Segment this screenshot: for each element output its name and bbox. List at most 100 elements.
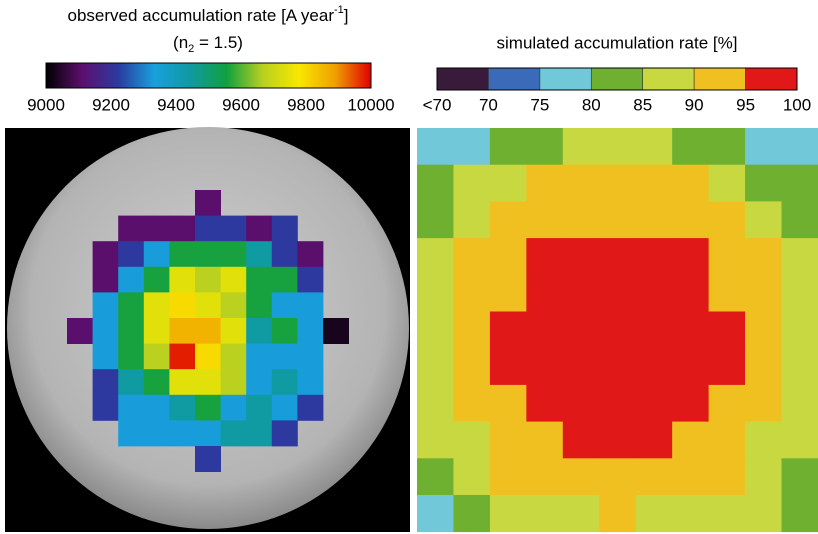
heatmap-cell <box>490 165 527 202</box>
colorbar-bin <box>437 68 488 90</box>
heatmap-cell <box>782 422 818 459</box>
heatmap-cell <box>672 238 709 275</box>
title-text: observed accumulation rate [A year <box>68 6 335 25</box>
heatmap-cell <box>672 128 709 165</box>
heatmap-cell <box>272 267 298 293</box>
heatmap-cell <box>490 422 527 459</box>
heatmap-cell <box>246 241 272 267</box>
heatmap-cell <box>636 165 673 202</box>
heatmap-cell <box>709 201 746 238</box>
heatmap-cell <box>526 128 563 165</box>
colorbar-tick-label: 80 <box>582 95 601 114</box>
colorbar <box>46 63 371 88</box>
heatmap-cell <box>672 385 709 422</box>
heatmap-cell <box>93 344 119 370</box>
heatmap-cell <box>636 238 673 275</box>
heatmap-cell <box>563 385 600 422</box>
heatmap-cell <box>526 385 563 422</box>
heatmap-cell <box>93 292 119 318</box>
heatmap-cell <box>195 395 221 421</box>
heatmap-cell <box>93 318 119 344</box>
heatmap-cell <box>563 275 600 312</box>
heatmap-cell <box>599 165 636 202</box>
colorbar-tick-label: <70 <box>423 95 452 114</box>
heatmap-cell <box>323 318 349 344</box>
heatmap-cell <box>599 495 636 532</box>
heatmap-cell <box>221 241 247 267</box>
heatmap-cell <box>195 344 221 370</box>
heatmap-cell <box>195 267 221 293</box>
heatmap-cell <box>490 458 527 495</box>
heatmap-cell <box>563 348 600 385</box>
heatmap-cell <box>169 216 195 242</box>
heatmap-cell <box>563 238 600 275</box>
heatmap-cell <box>246 216 272 242</box>
heatmap-cell <box>272 216 298 242</box>
heatmap-cell <box>782 458 818 495</box>
heatmap-cell <box>272 369 298 395</box>
heatmap-cell <box>453 201 490 238</box>
heatmap-cell <box>782 201 818 238</box>
colorbar-bin <box>591 68 642 90</box>
heatmap-cell <box>144 267 170 293</box>
heatmap-cell <box>118 420 144 446</box>
figure: observed accumulation rate [A year-1] (n… <box>0 0 818 534</box>
heatmap-cell <box>563 495 600 532</box>
colorbar-tick-label: 70 <box>479 95 498 114</box>
heatmap-cell <box>169 241 195 267</box>
heatmap-cell <box>490 238 527 275</box>
heatmap-cell <box>745 385 782 422</box>
heatmap-cell <box>195 446 221 472</box>
heatmap-cell <box>526 312 563 349</box>
heatmap-cell <box>297 267 323 293</box>
heatmap-cell <box>144 292 170 318</box>
heatmap-cell <box>221 267 247 293</box>
heatmap-cell <box>526 458 563 495</box>
heatmap-cell <box>782 128 818 165</box>
heatmap-cell <box>490 495 527 532</box>
heatmap-cell <box>297 318 323 344</box>
heatmap-cell <box>417 165 454 202</box>
page: observed accumulation rate [A year-1] (n… <box>0 0 818 534</box>
colorbar-tick-label: 90 <box>685 95 704 114</box>
heatmap-cell <box>453 422 490 459</box>
heatmap-cell <box>453 275 490 312</box>
heatmap-cell <box>599 201 636 238</box>
colorbar-tick-label: 9800 <box>287 95 325 114</box>
heatmap-cell <box>246 318 272 344</box>
heatmap-cell <box>93 241 119 267</box>
heatmap-cell <box>672 275 709 312</box>
heatmap-cell <box>144 344 170 370</box>
heatmap-cell <box>490 312 527 349</box>
colorbar-tick-label: 10000 <box>347 95 394 114</box>
heatmap-cell <box>297 369 323 395</box>
heatmap-cell <box>246 395 272 421</box>
heatmap-cell <box>782 165 818 202</box>
heatmap-cell <box>453 458 490 495</box>
heatmap-cell <box>297 292 323 318</box>
heatmap-cell <box>453 312 490 349</box>
heatmap-cell <box>745 238 782 275</box>
heatmap-cell <box>636 422 673 459</box>
heatmap-cell <box>745 165 782 202</box>
heatmap-cell <box>93 369 119 395</box>
heatmap-cell <box>93 395 119 421</box>
heatmap-cell <box>490 201 527 238</box>
heatmap-cell <box>636 312 673 349</box>
heatmap-cell <box>246 292 272 318</box>
heatmap-cell <box>599 312 636 349</box>
colorbar-tick-label: 85 <box>633 95 652 114</box>
colorbar-bin <box>746 68 797 90</box>
heatmap-cell <box>709 385 746 422</box>
heatmap-cell <box>272 420 298 446</box>
heatmap-cell <box>599 275 636 312</box>
heatmap-cell <box>118 344 144 370</box>
heatmap-cell <box>246 420 272 446</box>
heatmap-cell <box>599 385 636 422</box>
heatmap-cell <box>709 128 746 165</box>
heatmap-cell <box>195 216 221 242</box>
heatmap-cell <box>417 348 454 385</box>
heatmap-cell <box>118 267 144 293</box>
heatmap-cell <box>672 422 709 459</box>
heatmap-cell <box>745 458 782 495</box>
